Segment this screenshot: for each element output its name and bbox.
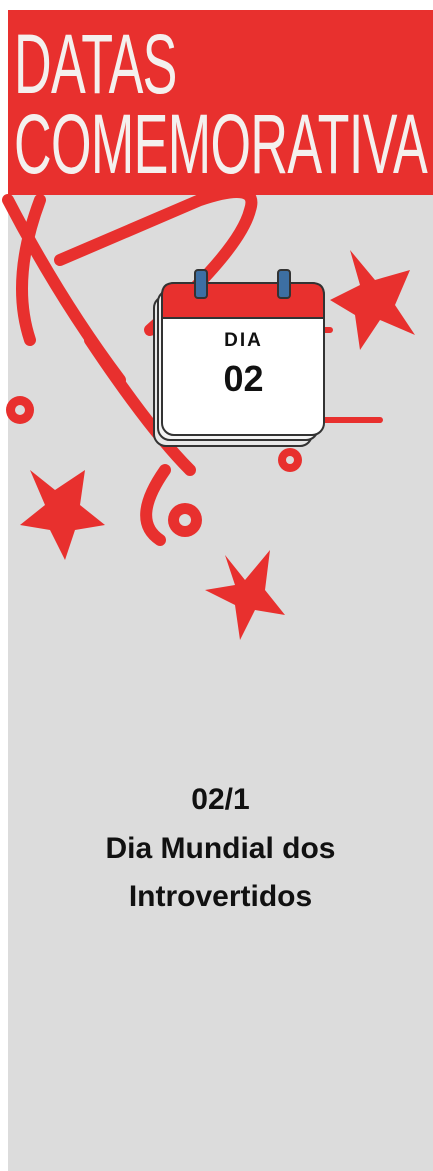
calendar-label: DIA: [165, 330, 322, 352]
event-date: 02/1: [8, 783, 433, 817]
calendar-icon: [0, 0, 433, 1171]
event-name: Introvertidos: [8, 880, 433, 914]
event-name: Dia Mundial dos: [8, 832, 433, 866]
page: DATAS COMEMORATIVA DIA 02 02/1 Dia: [0, 0, 433, 1171]
calendar-day: 02: [165, 358, 322, 400]
